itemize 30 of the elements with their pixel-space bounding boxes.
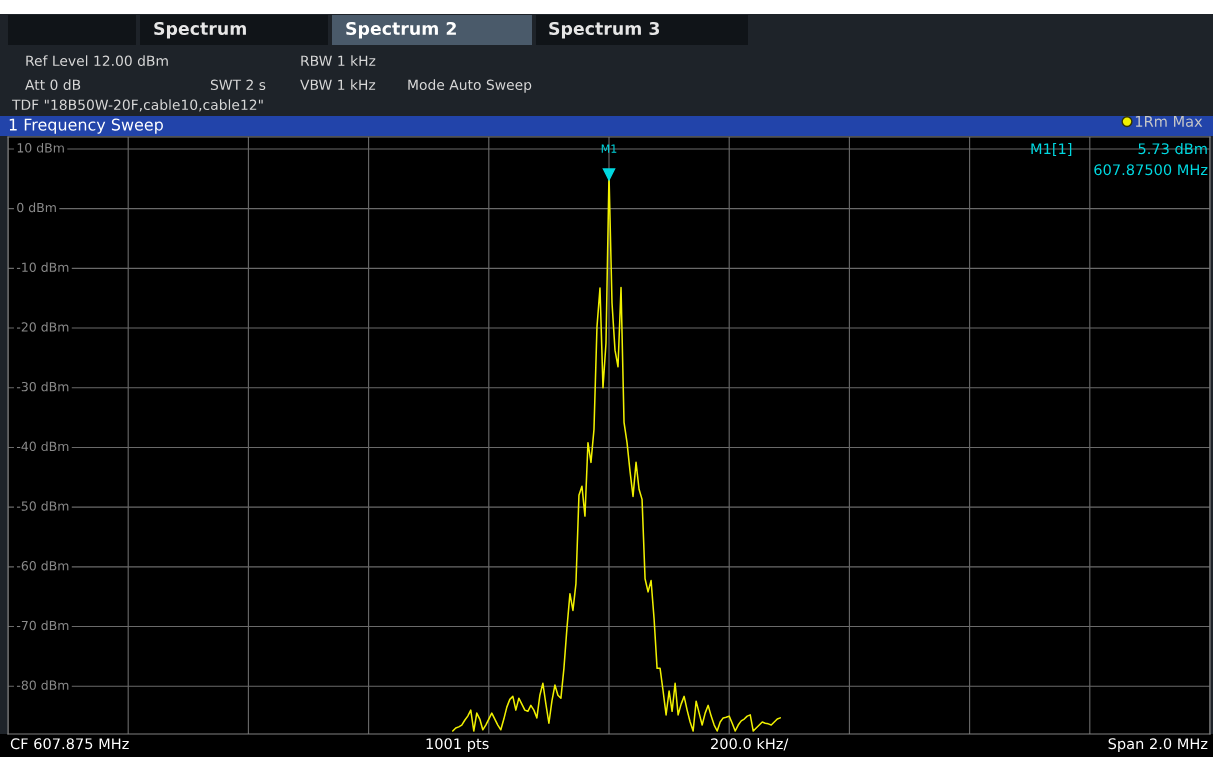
text: Spectrum 2	[346, 21, 456, 39]
annotation: M1	[601, 144, 617, 153]
text: TDF "18B50W-20F,cable10,cable12"	[11, 99, 263, 112]
legend-label: 1Rm Max	[1135, 116, 1203, 127]
y-tick-label: 10 dBm	[17, 142, 64, 153]
annotation: 607.87500 MHz	[1094, 164, 1208, 176]
y-tick-label: -20 dBm	[16, 321, 69, 332]
text: Spectrum	[154, 21, 246, 39]
text: Spectrum 3	[549, 21, 660, 39]
text: 200.0 kHz/	[711, 737, 789, 751]
y-tick-label: -40 dBm	[16, 441, 69, 452]
text: SWT 2 s	[210, 79, 266, 91]
text: Mode Auto Sweep	[408, 79, 532, 93]
text: Ref Level 12.00 dBm	[26, 55, 168, 67]
text: VBW 1 kHz	[300, 79, 376, 90]
y-tick-label: -60 dBm	[16, 560, 69, 571]
annotation: 5.73 dBm	[1138, 142, 1207, 155]
text: RBW 1 kHz	[301, 55, 376, 66]
y-tick-label: -70 dBm	[16, 620, 69, 631]
text: Span 2.0 MHz	[1108, 738, 1208, 753]
y-tick-label: -80 dBm	[16, 680, 69, 690]
y-tick-label: -10 dBm	[16, 262, 69, 272]
chart-title: 1 Frequency Sweep	[9, 118, 163, 134]
y-tick-label: -30 dBm	[16, 381, 69, 392]
y-tick-label: -50 dBm	[16, 501, 69, 511]
y-tick-label: 0 dBm	[17, 202, 56, 213]
annotation: M1[1]	[1031, 142, 1072, 156]
text: 1001 pts	[426, 738, 489, 753]
text: Att 0 dB	[25, 79, 81, 91]
text: CF 607.875 MHz	[10, 738, 129, 750]
